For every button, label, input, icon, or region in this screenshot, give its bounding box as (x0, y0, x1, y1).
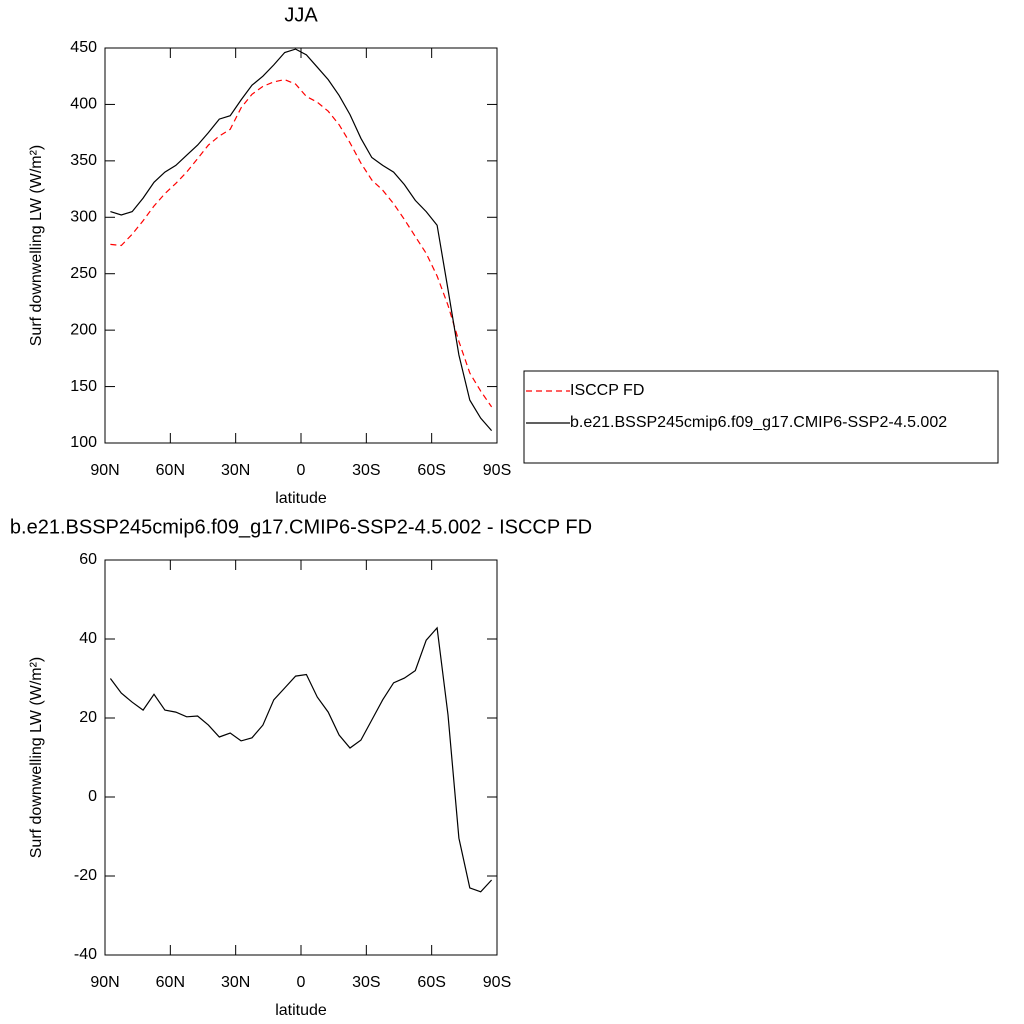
x-tick-label: 90S (483, 462, 511, 479)
plot-frame (104, 47, 498, 444)
x-tick-label: 60N (156, 974, 185, 991)
y-tick-label: -40 (74, 946, 97, 963)
y-tick-label: 100 (70, 434, 97, 451)
y-tick-label: 450 (70, 39, 97, 56)
y-tick-label: 20 (79, 709, 97, 726)
chart-title: b.e21.BSSP245cmip6.f09_g17.CMIP6-SSP2-4.… (10, 516, 592, 538)
x-tick-label: 90N (90, 462, 119, 479)
x-axis-label: latitude (275, 490, 327, 507)
x-tick-label: 0 (297, 974, 306, 991)
x-tick-label: 60N (156, 462, 185, 479)
x-axis-label: latitude (275, 1002, 327, 1019)
legend-label: ISCCP FD (570, 382, 644, 399)
y-tick-label: 200 (70, 321, 97, 338)
x-tick-label: 30S (352, 974, 380, 991)
data-line (109, 626, 493, 893)
x-tick-label: 60S (417, 974, 445, 991)
x-tick-label: 0 (297, 462, 306, 479)
y-tick-label: 400 (70, 96, 97, 113)
plot-frame (104, 559, 498, 956)
y-tick-label: 60 (79, 551, 97, 568)
legend: ISCCP FD b.e21.BSSP245cmip6.f09_g17.CMIP6… (523, 370, 999, 464)
y-tick-label: -20 (74, 867, 97, 884)
plot: b.e21.BSSP245cmip6.f09_g17.CMIP6-SSP2-4.… (10, 516, 592, 1019)
plot: JJA latitude Surf downwelling LW (W/m²) 100… (28, 4, 999, 507)
y-tick-label: 40 (79, 630, 97, 647)
legend-box (523, 370, 999, 464)
data-line (110, 78, 493, 408)
y-tick-label: 350 (70, 152, 97, 169)
chart-title: JJA (284, 4, 318, 26)
x-tick-label: 60S (417, 462, 445, 479)
y-tick-label: 250 (70, 265, 97, 282)
x-tick-label: 30N (221, 974, 250, 991)
x-tick-label: 30S (352, 462, 380, 479)
y-tick-label: 300 (70, 209, 97, 226)
x-tick-label: 90N (90, 974, 119, 991)
x-tick-label: 90S (483, 974, 511, 991)
y-tick-label: 0 (88, 788, 97, 805)
y-axis-label: Surf downwelling LW (W/m²) (28, 657, 45, 859)
data-line (110, 48, 493, 431)
y-tick-label: 150 (70, 378, 97, 395)
y-axis-label: Surf downwelling LW (W/m²) (28, 145, 45, 347)
x-tick-label: 30N (221, 462, 250, 479)
legend-label: b.e21.BSSP245cmip6.f09_g17.CMIP6-SSP2-4.… (570, 414, 947, 431)
